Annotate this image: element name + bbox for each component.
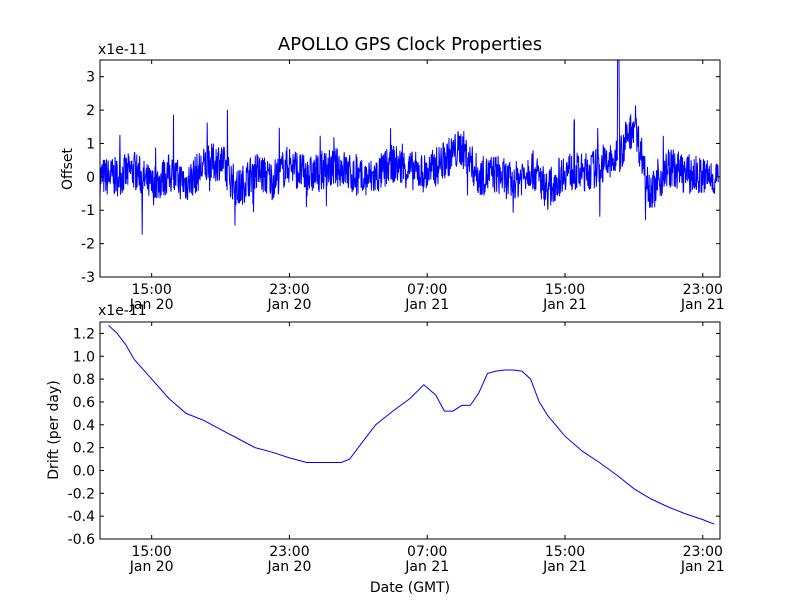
drift-exponent-label: x1e-11	[98, 303, 147, 319]
offset-ytick-label: 1	[86, 136, 95, 152]
drift-ytick-label: -0.2	[68, 486, 95, 502]
offset-xtick-date: Jan 21	[542, 297, 587, 313]
offset-xtick-time: 23:00	[269, 282, 309, 298]
drift-xtick-date: Jan 20	[267, 559, 312, 575]
offset-y-ticks: -3 -2 -1 0 1 2 3	[81, 70, 720, 286]
offset-xtick-time: 15:00	[131, 282, 171, 298]
drift-xtick-date: Jan 21	[542, 559, 587, 575]
offset-ytick-label: -1	[81, 203, 95, 219]
offset-ytick-label: -2	[81, 237, 95, 253]
drift-ytick-label: -0.6	[68, 532, 95, 548]
drift-y-ticks: -0.6 -0.4 -0.2 0.0 0.2 0.4 0.6 0.8 1.0 1.2	[68, 326, 720, 548]
drift-xtick-time: 15:00	[545, 544, 585, 560]
offset-panel: APOLLO GPS Clock Properties x1e-11 Offse…	[60, 34, 725, 313]
offset-xtick-date: Jan 20	[267, 297, 312, 313]
drift-xlabel: Date (GMT)	[370, 580, 450, 596]
drift-xtick-date: Jan 20	[129, 559, 174, 575]
drift-ytick-label: 0.2	[73, 441, 95, 457]
offset-xtick-date: Jan 20	[129, 297, 174, 313]
offset-ytick-label: -3	[81, 270, 95, 286]
drift-xtick-time: 23:00	[683, 544, 723, 560]
offset-ytick-label: 0	[86, 170, 95, 186]
drift-ytick-label: 0.8	[73, 372, 95, 388]
drift-plot-frame	[99, 321, 721, 540]
chart-title: APOLLO GPS Clock Properties	[278, 34, 542, 55]
offset-plot-frame	[99, 59, 721, 278]
drift-ytick-label: 0.4	[73, 418, 95, 434]
drift-ytick-label: 0.6	[73, 395, 95, 411]
drift-ytick-label: 1.2	[73, 326, 95, 342]
offset-series-line	[99, 59, 719, 235]
drift-xtick-date: Jan 21	[404, 559, 449, 575]
drift-xtick-time: 07:00	[407, 544, 447, 560]
offset-ytick-label: 3	[86, 70, 95, 86]
offset-xtick-date: Jan 21	[404, 297, 449, 313]
offset-ytick-label: 2	[86, 103, 95, 119]
drift-xtick-date: Jan 21	[680, 559, 725, 575]
drift-ytick-label: 0.0	[73, 463, 95, 479]
drift-panel: x1e-11 Drift (per day) Date (GMT) -0.6-0…	[46, 303, 725, 596]
offset-xtick-time: 23:00	[683, 282, 723, 298]
offset-ylabel: Offset	[60, 147, 76, 190]
drift-ytick-label: 1.0	[73, 349, 95, 365]
drift-ylabel: Drift (per day)	[46, 380, 62, 479]
drift-xtick-time: 15:00	[131, 544, 171, 560]
drift-xtick-time: 23:00	[269, 544, 309, 560]
offset-exponent-label: x1e-11	[98, 42, 147, 58]
drift-ytick-label: -0.4	[68, 509, 95, 525]
offset-xtick-date: Jan 21	[680, 297, 725, 313]
offset-xtick-time: 07:00	[407, 282, 447, 298]
drift-series-line	[108, 325, 715, 525]
offset-xtick-time: 15:00	[545, 282, 585, 298]
